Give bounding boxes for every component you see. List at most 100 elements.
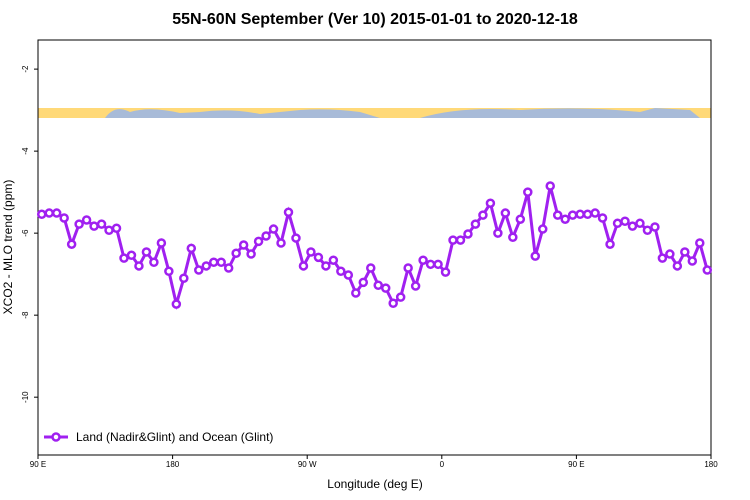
x-tick-label: 90 E [30,460,46,469]
y-tick-label: -6 [21,229,30,237]
data-point [253,236,264,247]
data-point [650,222,660,232]
data-point [463,229,473,239]
data-point [238,240,249,250]
data-point [702,265,713,275]
data-point [612,218,623,229]
data-point [44,208,54,218]
data-point [425,259,436,270]
data-point [164,266,174,277]
data-point [261,231,271,241]
data-point [246,249,256,259]
data-point [66,239,77,249]
y-tick-label: -10 [21,391,30,403]
data-point [485,198,496,208]
y-tick-label: -8 [21,311,30,319]
data-point [500,208,511,218]
data-point [36,209,47,220]
x-axis-label: Longitude (deg E) [327,477,422,491]
data-point [493,228,503,238]
data-point [141,247,152,257]
data-point [605,239,615,249]
map-strip [38,108,711,118]
x-tick-label: 0 [440,460,445,469]
data-point [695,238,705,248]
data-point [657,253,668,263]
data-point [508,232,518,242]
data-point [567,210,578,220]
data-point [179,273,189,284]
data-point [96,219,107,229]
data-point [134,261,144,271]
data-point [171,299,182,309]
data-point [418,255,428,265]
data-point [328,255,339,265]
data-point [149,257,159,268]
data-point [366,263,376,273]
data-point [194,265,204,275]
data-point [119,253,129,263]
data-point [410,281,421,291]
data-point [523,187,533,197]
data-point [111,223,122,233]
data-point [590,208,600,218]
data-point [126,250,137,261]
data-point [201,261,211,271]
data-point [186,243,197,254]
legend-marker [51,432,61,442]
data-point [321,261,331,271]
plot-frame [37,39,712,456]
data-point [313,252,324,263]
data-point [455,235,466,245]
data-point [530,251,541,261]
data-point [680,247,690,257]
data-point [380,283,391,293]
data-point [687,256,698,266]
data-point [306,247,316,257]
data-point [298,261,309,271]
data-point [620,216,630,227]
x-tick-label: 90 W [298,460,317,469]
data-point [635,218,645,229]
data-point [552,210,563,220]
data-point [448,235,458,245]
data-point [642,225,653,236]
data-point [433,259,443,270]
data-point [395,292,406,302]
data-point [216,257,226,268]
x-tick-label: 90 E [568,460,584,469]
x-tick-label: 180 [704,460,718,469]
data-point [351,288,361,298]
data-point [104,225,114,236]
data-point [336,266,346,277]
data-point [665,249,675,259]
data-point [373,280,383,290]
chart-title: 55N-60N September (Ver 10) 2015-01-01 to… [172,11,578,28]
data-point [545,181,555,191]
y-tick-label: -2 [21,65,30,73]
data-point [575,209,585,220]
data-point [51,208,62,218]
data-point [223,263,234,273]
data-point [358,277,369,288]
data-point [582,209,593,220]
data-point [470,219,481,229]
data-point [672,261,683,271]
data-point [560,214,570,224]
data-point [388,298,398,309]
data-point [231,248,241,258]
data-point [74,219,84,229]
data-point [627,221,638,231]
data-point [343,270,354,280]
data-point [81,215,92,225]
data-point [538,224,548,234]
data-point [597,213,608,223]
data-point [515,214,526,224]
data-point [291,233,301,243]
data-point [403,263,413,273]
data-point [89,221,99,231]
data-point [440,267,451,277]
y-tick-label: -4 [21,147,30,155]
